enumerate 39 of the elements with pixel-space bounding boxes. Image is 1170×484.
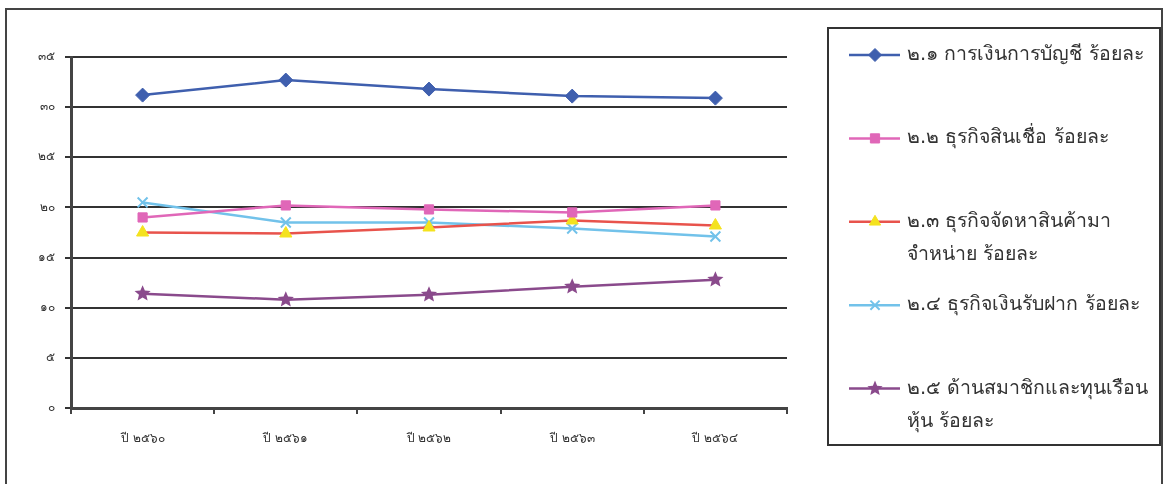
y-tick-label: ๐: [48, 400, 55, 415]
legend-label: ๒.๕ ด้านสมาชิกและทุนเรือนหุ้น ร้อยละ: [907, 375, 1149, 433]
point: [137, 212, 148, 223]
x-tick-label: ปี ๒๕๖๔: [691, 431, 739, 446]
legend-label: ๒.๑ การเงินการบัญชี ร้อยละ: [907, 42, 1144, 66]
point: [707, 271, 724, 287]
point: [279, 226, 293, 238]
x-tick-label: ปี ๒๕๖๓: [548, 431, 595, 446]
point: [421, 81, 437, 97]
point: [277, 291, 294, 307]
point: [708, 217, 722, 230]
point: [420, 286, 438, 302]
y-tick-label: ๓๐: [40, 99, 55, 114]
point: [423, 204, 435, 215]
x-tick-label: ปี ๒๕๖๐: [119, 431, 165, 446]
point: [136, 225, 150, 237]
legend-label: ๒.๔ ธุรกิจเงินรับฝาก ร้อยละ: [907, 292, 1140, 317]
point: [135, 87, 151, 103]
y-tick-label: ๕: [46, 349, 55, 364]
point: [567, 207, 578, 218]
point: [280, 200, 291, 211]
y-tick-label: ๒๕: [38, 149, 55, 164]
point: [709, 230, 722, 243]
y-tick-label: ๒๐: [40, 199, 55, 214]
y-tick-label: ๑๕: [38, 249, 55, 264]
point: [564, 88, 580, 104]
legend-label: ๒.๓ ธุรกิจจัดหาสินค้ามาจำหน่าย ร้อยละ: [907, 208, 1112, 265]
point: [136, 196, 149, 209]
point: [710, 200, 721, 211]
point: [134, 285, 151, 301]
legend-label: ๒.๒ ธุรกิจสินเชื่อ ร้อยละ: [907, 123, 1109, 150]
point: [564, 278, 581, 294]
point: [707, 90, 723, 106]
y-tick-label: ๓๕: [38, 49, 55, 64]
x-tick-label: ปี ๒๕๖๒: [405, 431, 452, 446]
point: [278, 72, 294, 88]
point: [279, 216, 292, 229]
x-tick-label: ปี ๒๕๖๑: [262, 431, 309, 446]
y-tick-label: ๑๐: [40, 299, 55, 314]
